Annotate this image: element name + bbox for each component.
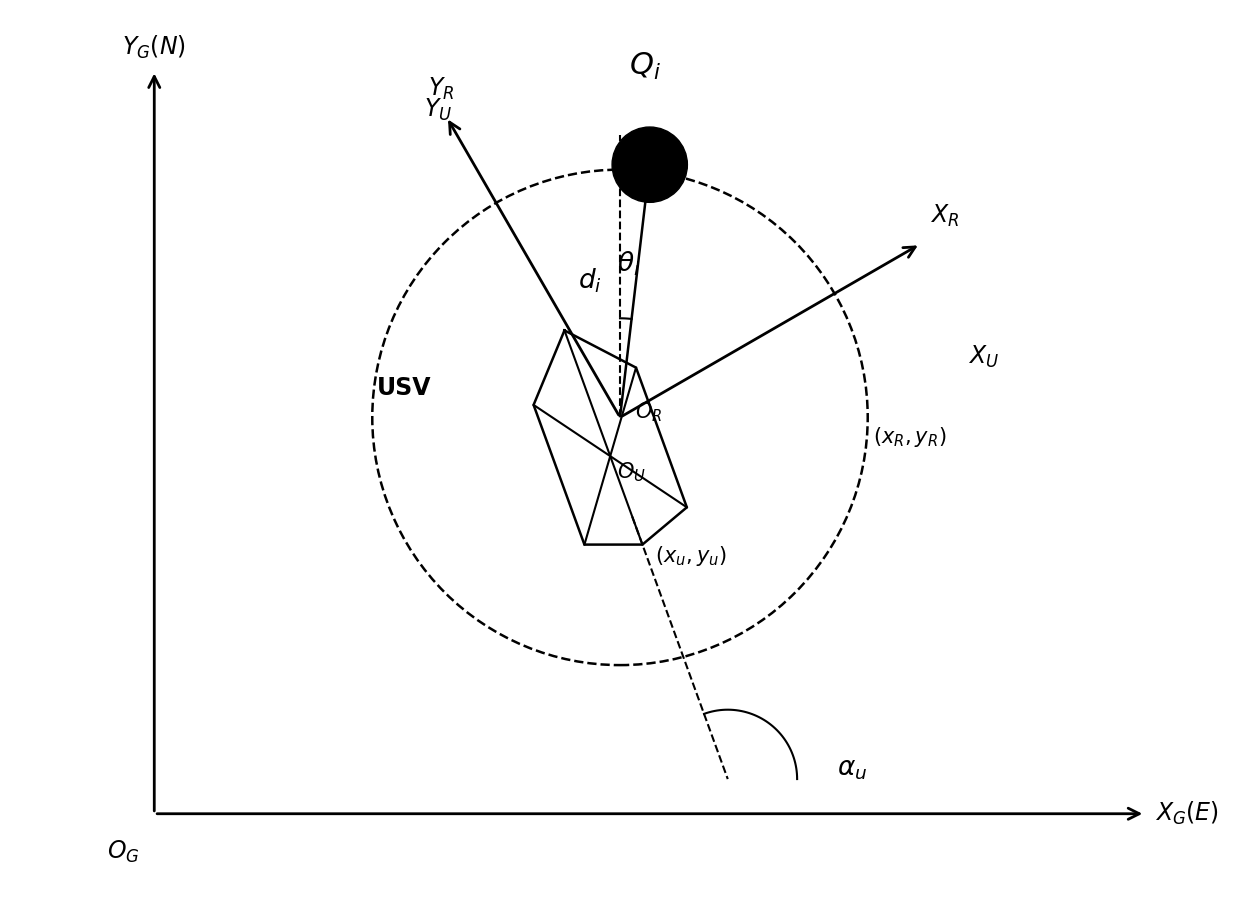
Text: $Y_U$: $Y_U$ — [424, 96, 453, 123]
Text: $(x_R,y_R)$: $(x_R,y_R)$ — [873, 425, 946, 449]
Text: $\alpha_u$: $\alpha_u$ — [837, 757, 867, 782]
Text: $O_R$: $O_R$ — [635, 401, 662, 425]
Text: $Y_R$: $Y_R$ — [429, 76, 455, 102]
Text: $\theta_i$: $\theta_i$ — [618, 249, 641, 278]
Circle shape — [613, 127, 687, 203]
Text: $X_R$: $X_R$ — [930, 203, 960, 229]
Text: $(x_u,y_u)$: $(x_u,y_u)$ — [655, 544, 727, 569]
Text: $X_U$: $X_U$ — [967, 344, 998, 370]
Text: $X_G(E)$: $X_G(E)$ — [1156, 801, 1219, 827]
Text: $O_U$: $O_U$ — [618, 460, 646, 483]
Text: $Y_G(N)$: $Y_G(N)$ — [123, 33, 186, 61]
Text: $Q_i$: $Q_i$ — [629, 51, 661, 83]
Text: USV: USV — [377, 376, 432, 400]
Text: $d_i$: $d_i$ — [578, 267, 603, 295]
Text: $O_G$: $O_G$ — [107, 838, 139, 865]
